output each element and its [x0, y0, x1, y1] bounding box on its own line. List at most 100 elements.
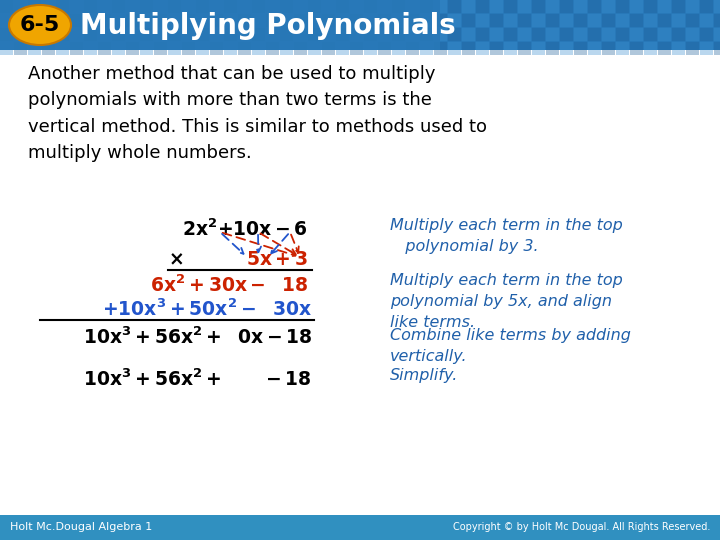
Bar — [224, 28, 237, 41]
Bar — [112, 42, 125, 55]
Bar — [336, 28, 349, 41]
Bar — [252, 0, 265, 13]
Bar — [0, 0, 13, 13]
Bar — [476, 28, 489, 41]
Bar — [266, 0, 279, 13]
Bar — [560, 28, 573, 41]
Bar — [238, 0, 251, 13]
Bar — [532, 42, 545, 55]
Bar — [448, 0, 461, 13]
Bar — [154, 28, 167, 41]
Bar — [14, 28, 27, 41]
Text: Multiply each term in the top
polynomial by 5x, and align
like terms.: Multiply each term in the top polynomial… — [390, 273, 623, 330]
Bar — [490, 0, 503, 13]
Bar — [168, 14, 181, 27]
Bar — [350, 28, 363, 41]
Text: $\mathbf{5x + 3}$: $\mathbf{5x + 3}$ — [246, 250, 308, 269]
Bar — [28, 28, 41, 41]
Bar — [28, 0, 41, 13]
Bar — [630, 42, 643, 55]
Bar — [518, 14, 531, 27]
Bar — [602, 0, 615, 13]
Bar — [140, 42, 153, 55]
Bar — [364, 14, 377, 27]
Bar — [392, 28, 405, 41]
Bar — [588, 14, 601, 27]
Bar — [238, 14, 251, 27]
Bar — [98, 28, 111, 41]
Text: Another method that can be used to multiply
polynomials with more than two terms: Another method that can be used to multi… — [28, 65, 487, 162]
Bar — [252, 28, 265, 41]
Bar — [616, 42, 629, 55]
Bar — [574, 0, 587, 13]
Bar — [196, 28, 209, 41]
Bar — [210, 0, 223, 13]
Bar — [210, 14, 223, 27]
Bar — [112, 14, 125, 27]
Bar — [574, 28, 587, 41]
Bar — [546, 14, 559, 27]
Bar — [210, 42, 223, 55]
Bar — [672, 42, 685, 55]
Bar — [364, 28, 377, 41]
Bar — [14, 0, 27, 13]
Bar — [686, 28, 699, 41]
Bar — [518, 42, 531, 55]
Bar — [140, 28, 153, 41]
Bar — [406, 28, 419, 41]
Text: $\mathbf{+ 10x^3 + 50x^2 -\ \ 30x}$: $\mathbf{+ 10x^3 + 50x^2 -\ \ 30x}$ — [102, 298, 312, 320]
Bar — [490, 14, 503, 27]
Bar — [322, 42, 335, 55]
Bar — [0, 14, 13, 27]
Bar — [462, 42, 475, 55]
Bar — [686, 42, 699, 55]
Bar — [602, 14, 615, 27]
Bar — [280, 0, 293, 13]
Bar — [154, 14, 167, 27]
Bar — [84, 14, 97, 27]
Bar — [602, 42, 615, 55]
Bar — [504, 0, 517, 13]
Text: Copyright © by Holt Mc Dougal. All Rights Reserved.: Copyright © by Holt Mc Dougal. All Right… — [453, 522, 710, 532]
Bar — [140, 0, 153, 13]
Bar — [238, 28, 251, 41]
Bar — [392, 0, 405, 13]
Bar — [84, 42, 97, 55]
Bar — [42, 14, 55, 27]
Bar — [602, 28, 615, 41]
Bar — [56, 42, 69, 55]
Bar — [98, 42, 111, 55]
Bar — [518, 28, 531, 41]
Bar — [182, 28, 195, 41]
Bar — [28, 42, 41, 55]
Bar — [546, 42, 559, 55]
Bar — [252, 42, 265, 55]
Bar — [112, 28, 125, 41]
Bar — [546, 0, 559, 13]
Bar — [280, 28, 293, 41]
Text: Simplify.: Simplify. — [390, 368, 459, 383]
Bar — [70, 42, 83, 55]
Bar — [322, 0, 335, 13]
Bar — [322, 28, 335, 41]
Bar — [406, 0, 419, 13]
Bar — [560, 42, 573, 55]
Bar — [504, 42, 517, 55]
Bar — [476, 42, 489, 55]
Bar — [98, 0, 111, 13]
Bar — [70, 0, 83, 13]
Bar — [490, 42, 503, 55]
Bar — [560, 14, 573, 27]
Bar — [0, 0, 720, 50]
Text: Multiply each term in the top
   polynomial by 3.: Multiply each term in the top polynomial… — [390, 218, 623, 254]
Bar — [700, 14, 713, 27]
Bar — [644, 0, 657, 13]
Bar — [700, 28, 713, 41]
Bar — [616, 0, 629, 13]
Bar — [672, 28, 685, 41]
Bar — [714, 42, 720, 55]
Bar — [476, 0, 489, 13]
Bar — [336, 42, 349, 55]
Text: $\mathbf{10x^3 + 56x^2 +\qquad - 18}$: $\mathbf{10x^3 + 56x^2 +\qquad - 18}$ — [84, 368, 312, 389]
Bar — [126, 42, 139, 55]
